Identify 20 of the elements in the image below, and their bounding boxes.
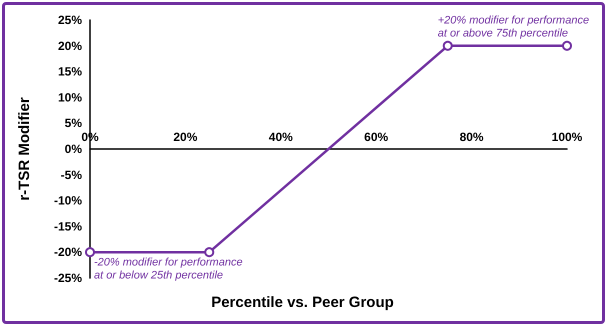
y-tick-label: 25%: [58, 13, 82, 27]
annotation: +20% modifier for performance at or above 75th percentile: [438, 14, 590, 40]
y-tick-label: 0%: [64, 142, 82, 156]
y-tick-label: 5%: [64, 116, 82, 130]
y-axis-title: r-TSR Modifier: [16, 97, 33, 201]
x-tick-label: 80%: [460, 130, 484, 144]
annotation: -20% modifier for performance at or below 25th percentile: [94, 256, 243, 282]
y-tick-label: 10%: [58, 90, 82, 104]
y-tick-label: -15%: [54, 219, 82, 234]
y-tick-label: -5%: [60, 168, 82, 182]
y-tick-label: -25%: [54, 271, 82, 285]
x-axis-title: Percentile vs. Peer Group: [211, 294, 394, 311]
x-tick-label: 20%: [173, 130, 198, 144]
y-tick-label: 20%: [58, 38, 82, 53]
x-tick-label: 100%: [552, 130, 583, 144]
y-tick-label: -20%: [54, 245, 82, 260]
y-tick-label: 15%: [58, 64, 82, 79]
x-tick-label: 60%: [364, 130, 389, 144]
x-tick-label: 40%: [268, 130, 294, 144]
y-tick-label: -10%: [54, 194, 82, 208]
